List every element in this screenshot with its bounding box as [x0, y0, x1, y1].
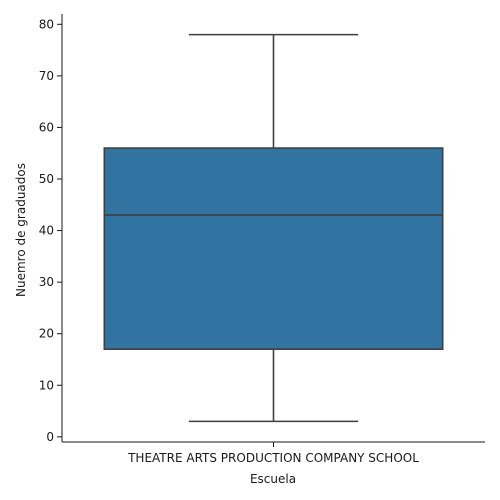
- y-tick-label: 80: [39, 17, 54, 31]
- x-axis-ticks: THEATRE ARTS PRODUCTION COMPANY SCHOOL: [127, 442, 419, 465]
- y-tick-label: 50: [39, 172, 54, 186]
- y-axis-ticks: 0 10 20 30 40 50 60 70 80: [39, 17, 62, 444]
- y-tick-label: 40: [39, 224, 54, 238]
- iqr-box: [103, 147, 444, 350]
- y-tick-label: 60: [39, 120, 54, 134]
- axes: 0 10 20 30 40 50 60 70 80 THEATRE ARTS PRODUCTIO…: [39, 14, 485, 465]
- x-tick-label: THEATRE ARTS PRODUCTION COMPANY SCHOOL: [127, 451, 419, 465]
- x-axis-label: Escuela: [250, 472, 296, 486]
- y-tick-label: 20: [39, 327, 54, 341]
- y-axis-label: Nuemro de graduados: [14, 163, 28, 297]
- y-tick-label: 0: [46, 430, 54, 444]
- y-tick-label: 70: [39, 69, 54, 83]
- y-tick-label: 30: [39, 275, 54, 289]
- y-tick-label: 10: [39, 378, 54, 392]
- plot-area: [103, 33, 444, 423]
